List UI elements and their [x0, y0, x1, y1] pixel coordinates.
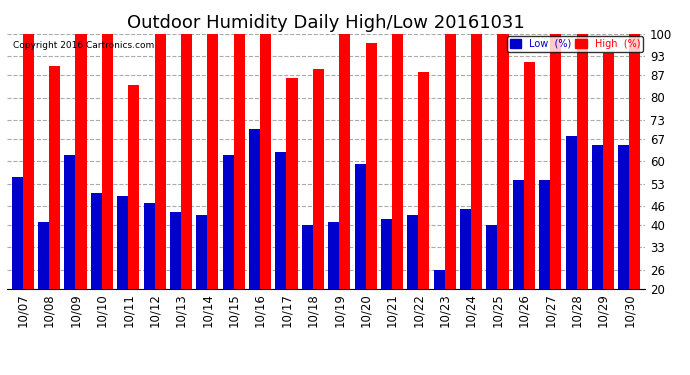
Bar: [355, 164, 366, 289]
Bar: [23, 34, 34, 289]
Bar: [12, 177, 23, 289]
Bar: [486, 225, 497, 289]
Bar: [75, 34, 86, 289]
Bar: [38, 222, 49, 289]
Bar: [339, 34, 351, 289]
Bar: [275, 152, 286, 289]
Bar: [64, 155, 75, 289]
Bar: [144, 202, 155, 289]
Bar: [497, 34, 509, 289]
Bar: [460, 209, 471, 289]
Bar: [207, 34, 219, 289]
Bar: [234, 34, 245, 289]
Bar: [566, 136, 577, 289]
Bar: [407, 215, 418, 289]
Bar: [433, 270, 445, 289]
Bar: [313, 69, 324, 289]
Bar: [328, 222, 339, 289]
Bar: [445, 34, 456, 289]
Text: Copyright 2016 Cartronics.com: Copyright 2016 Cartronics.com: [13, 41, 155, 50]
Bar: [102, 34, 113, 289]
Bar: [471, 34, 482, 289]
Bar: [629, 34, 640, 289]
Bar: [181, 34, 192, 289]
Bar: [302, 225, 313, 289]
Bar: [170, 212, 181, 289]
Bar: [155, 34, 166, 289]
Bar: [524, 62, 535, 289]
Bar: [117, 196, 128, 289]
Legend: Low  (%), High  (%): Low (%), High (%): [507, 36, 643, 51]
Bar: [249, 129, 260, 289]
Bar: [392, 34, 403, 289]
Bar: [592, 146, 603, 289]
Title: Outdoor Humidity Daily High/Low 20161031: Outdoor Humidity Daily High/Low 20161031: [127, 14, 525, 32]
Bar: [381, 219, 392, 289]
Bar: [223, 155, 234, 289]
Bar: [286, 78, 297, 289]
Bar: [577, 34, 588, 289]
Bar: [418, 72, 429, 289]
Bar: [128, 85, 139, 289]
Bar: [513, 180, 524, 289]
Bar: [366, 44, 377, 289]
Bar: [196, 215, 207, 289]
Bar: [539, 180, 550, 289]
Bar: [618, 146, 629, 289]
Bar: [550, 34, 561, 289]
Bar: [49, 66, 60, 289]
Bar: [603, 53, 614, 289]
Bar: [91, 193, 102, 289]
Bar: [260, 34, 271, 289]
